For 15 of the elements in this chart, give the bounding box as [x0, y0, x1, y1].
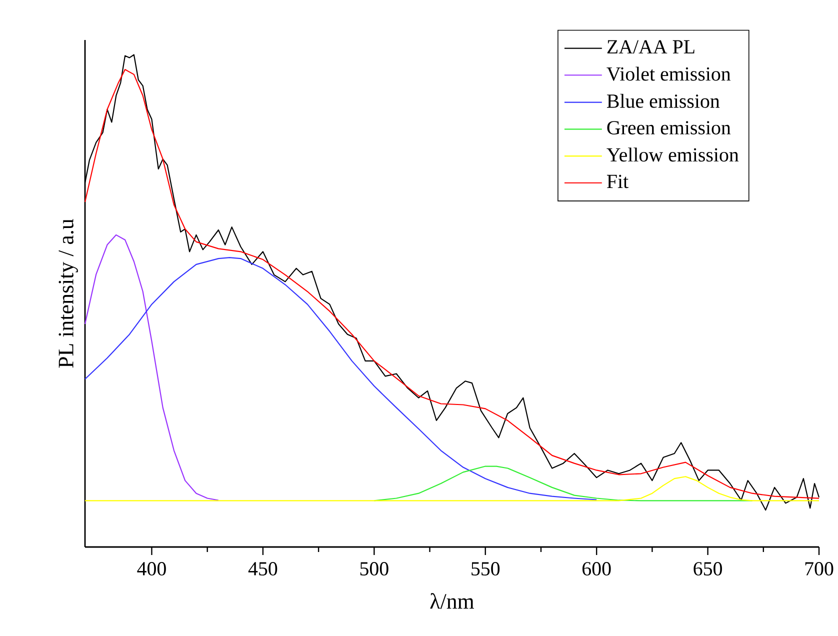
x-tick-label: 650 [694, 562, 722, 576]
x-axis-title: λ/nm [430, 593, 474, 609]
x-tick-label: 500 [360, 562, 388, 576]
legend-label: ZA/AA PL [607, 40, 694, 54]
x-tick-label: 550 [472, 562, 500, 576]
x-tick-label: 600 [582, 562, 611, 576]
x-tick-label: 450 [248, 562, 278, 576]
legend-label: Blue emission [606, 94, 720, 108]
legend-label: Fit [606, 174, 628, 188]
legend-label: Yellow emission [606, 148, 739, 162]
y-axis-title: PL intensity / a.u [58, 218, 78, 368]
x-tick-label: 700 [805, 562, 834, 576]
x-tick-label: 400 [137, 562, 166, 576]
legend-label: Violet emission [606, 66, 731, 81]
legend-label: Green emission [607, 121, 731, 134]
